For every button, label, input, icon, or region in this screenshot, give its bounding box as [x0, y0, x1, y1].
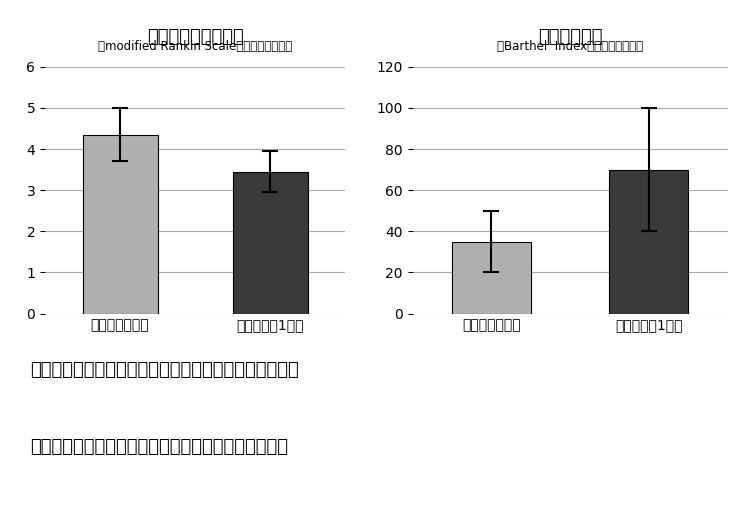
Bar [82, 135, 158, 314]
Text: 生活での自由度も明らかに上昇していることがわかる: 生活での自由度も明らかに上昇していることがわかる [30, 438, 288, 456]
Title: 日常生活指数: 日常生活指数 [538, 28, 602, 46]
Title: 脳梗塞の重症度評価: 脳梗塞の重症度評価 [147, 28, 243, 46]
Bar [452, 242, 531, 314]
Bar [609, 170, 688, 314]
Text: 自家骨髄間質幹細胞投与１年後に重症度が低下し、日常: 自家骨髄間質幹細胞投与１年後に重症度が低下し、日常 [30, 361, 299, 379]
Text: （Barthel  Index、高い方が良好）: （Barthel Index、高い方が良好） [497, 40, 643, 53]
Bar [232, 172, 308, 314]
Text: 脳梗塞に対する自家骨髄間質幹細胞治療の結果: 脳梗塞に対する自家骨髄間質幹細胞治療の結果 [209, 21, 542, 46]
Text: （modified Rankin Scale、低い方が良好）: （modified Rankin Scale、低い方が良好） [98, 40, 292, 53]
